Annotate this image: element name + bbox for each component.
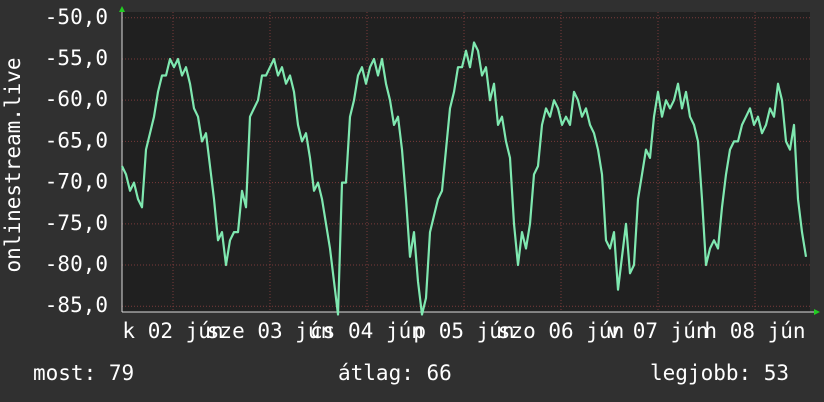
- x-tick-label: cs 04 jún: [310, 319, 424, 343]
- y-tick-label: -70,0: [45, 170, 108, 194]
- y-tick-label: -50,0: [45, 5, 108, 29]
- y-tick-label: -75,0: [45, 211, 108, 235]
- y-tick-label: -60,0: [45, 87, 108, 111]
- legend-best: legjobb: 53: [650, 361, 789, 385]
- y-axis-arrow: [119, 6, 125, 12]
- x-tick-label: szo 06 jún: [498, 319, 624, 343]
- x-tick-label: h 08 jún: [704, 319, 805, 343]
- plot-area: [122, 12, 810, 312]
- data-line: [121, 41, 808, 316]
- x-tick-label: sze 03 jún: [207, 319, 333, 343]
- x-tick-label: p 05 jún: [413, 319, 514, 343]
- y-tick-label: -85,0: [45, 293, 108, 317]
- legend-average: átlag: 66: [338, 361, 452, 385]
- y-tick-label: -80,0: [45, 252, 108, 276]
- legend-current: most: 79: [33, 361, 134, 385]
- y-axis-title: onlinestream.live: [1, 58, 25, 273]
- x-tick-label: v 07 jún: [607, 319, 708, 343]
- x-tick-label: k 02 jún: [122, 319, 223, 343]
- axes: [119, 6, 820, 315]
- x-axis-arrow: [814, 309, 820, 315]
- y-tick-label: -55,0: [45, 46, 108, 70]
- y-tick-label: -65,0: [45, 128, 108, 152]
